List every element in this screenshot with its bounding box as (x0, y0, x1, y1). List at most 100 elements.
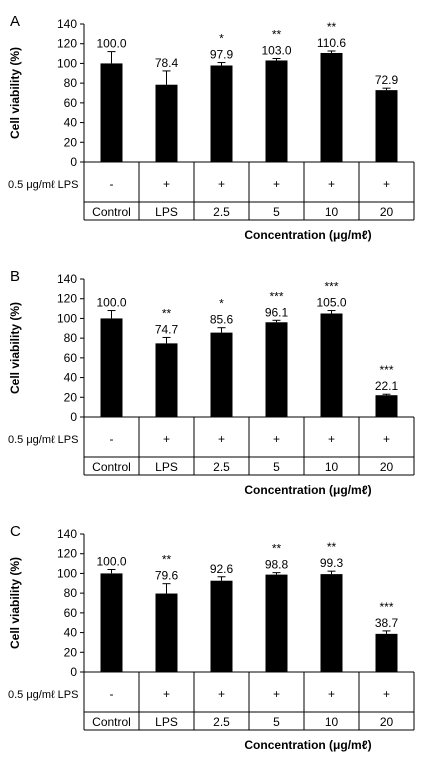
lps-row-cell: + (218, 177, 225, 191)
bar (100, 573, 123, 672)
x-tick-label: Control (92, 715, 131, 729)
lps-row-cell: - (110, 177, 114, 191)
x-tick-label: 2.5 (213, 205, 230, 219)
lps-row-cell: + (328, 177, 335, 191)
x-tick-label: 20 (380, 205, 394, 219)
x-tick-label: LPS (155, 460, 178, 474)
y-tick-label: 120 (57, 37, 77, 51)
lps-row-cell: + (383, 432, 390, 446)
data-label: 100.0 (96, 296, 126, 310)
x-tick-label: Control (92, 460, 131, 474)
y-tick-label: 0 (70, 665, 77, 679)
data-label: 98.8 (265, 558, 289, 572)
data-label: 105.0 (316, 296, 346, 310)
significance-marker: ** (272, 542, 282, 556)
x-tick-label: 20 (380, 460, 394, 474)
x-tick-label: 5 (273, 715, 280, 729)
lps-row-cell: + (273, 177, 280, 191)
panel-label: A (10, 13, 20, 30)
bar (155, 343, 178, 417)
y-tick-label: 140 (57, 272, 77, 286)
bar (210, 580, 233, 672)
y-tick-label: 40 (64, 626, 78, 640)
y-axis-title: Cell viability (%) (8, 47, 22, 139)
data-label: 92.6 (210, 562, 234, 576)
y-tick-label: 60 (64, 351, 78, 365)
data-label: 99.3 (320, 556, 344, 570)
lps-row-cell: - (110, 687, 114, 701)
bar (375, 633, 398, 672)
data-label: 103.0 (261, 44, 291, 58)
lps-row-cell: - (110, 432, 114, 446)
lps-row-cell: + (328, 432, 335, 446)
significance-marker: ** (327, 540, 337, 554)
x-axis-title: Concentration (μg/mℓ) (244, 738, 371, 752)
x-axis-title: Concentration (μg/mℓ) (244, 228, 371, 242)
x-tick-label: 2.5 (213, 715, 230, 729)
y-tick-label: 140 (57, 527, 77, 541)
bar (265, 322, 288, 417)
bar (155, 593, 178, 672)
y-tick-label: 40 (64, 116, 78, 130)
chart-panel-a: A Cell viability (%) 0 20 40 60 80 100 120 140 0.5… (8, 13, 415, 242)
lps-row-cell: + (163, 432, 170, 446)
lps-row-cell: + (218, 687, 225, 701)
lps-row-cell: + (328, 687, 335, 701)
lps-row-cell: + (383, 687, 390, 701)
y-tick-label: 20 (64, 390, 78, 404)
bar (265, 60, 288, 162)
significance-marker: ** (272, 28, 282, 42)
lps-row-cell: + (218, 432, 225, 446)
bar (375, 395, 398, 417)
x-tick-label: Control (92, 205, 131, 219)
bar (100, 63, 123, 162)
x-tick-label: 5 (273, 205, 280, 219)
data-label: 79.6 (155, 569, 179, 583)
x-tick-label: 10 (325, 460, 339, 474)
y-axis-title: Cell viability (%) (8, 557, 22, 649)
data-label: 100.0 (96, 37, 126, 51)
bar (155, 84, 178, 162)
lps-row-cell: + (163, 687, 170, 701)
bar (100, 318, 123, 417)
y-tick-label: 0 (70, 410, 77, 424)
panel-label: C (10, 523, 21, 540)
y-tick-label: 100 (57, 566, 77, 580)
data-label: 100.0 (96, 554, 126, 568)
significance-marker: *** (379, 363, 393, 377)
y-tick-label: 20 (64, 135, 78, 149)
y-tick-label: 80 (64, 331, 78, 345)
data-label: 74.7 (155, 322, 179, 336)
bar (210, 332, 233, 417)
lps-row-label: 0.5 μg/mℓ LPS (8, 179, 78, 191)
y-tick-label: 120 (57, 292, 77, 306)
chart-panel-b: B Cell viability (%) 0 20 40 60 80 100 120 140 0.5… (8, 268, 415, 497)
y-tick-label: 60 (64, 606, 78, 620)
significance-marker: *** (324, 280, 338, 294)
data-label: 85.6 (210, 313, 234, 327)
y-tick-label: 140 (57, 17, 77, 31)
significance-marker: ** (162, 553, 172, 567)
y-tick-label: 100 (57, 56, 77, 70)
lps-row-label: 0.5 μg/mℓ LPS (8, 689, 78, 701)
data-label: 22.1 (375, 379, 399, 393)
x-axis-title: Concentration (μg/mℓ) (244, 483, 371, 497)
significance-marker: *** (379, 600, 393, 614)
significance-marker: *** (269, 289, 283, 303)
y-tick-label: 120 (57, 547, 77, 561)
data-label: 96.1 (265, 305, 289, 319)
x-tick-label: LPS (155, 715, 178, 729)
lps-row-cell: + (273, 432, 280, 446)
data-label: 97.9 (210, 48, 234, 62)
x-tick-label: 2.5 (213, 460, 230, 474)
y-tick-label: 100 (57, 311, 77, 325)
significance-marker: ** (327, 20, 337, 34)
data-label: 78.4 (155, 56, 179, 70)
bar (320, 313, 343, 417)
x-tick-label: 20 (380, 715, 394, 729)
chart-panel-c: C Cell viability (%) 0 20 40 60 80 100 120 140 0.5… (8, 523, 415, 752)
x-tick-label: 5 (273, 460, 280, 474)
x-tick-label: 10 (325, 715, 339, 729)
data-label: 110.6 (317, 36, 346, 50)
